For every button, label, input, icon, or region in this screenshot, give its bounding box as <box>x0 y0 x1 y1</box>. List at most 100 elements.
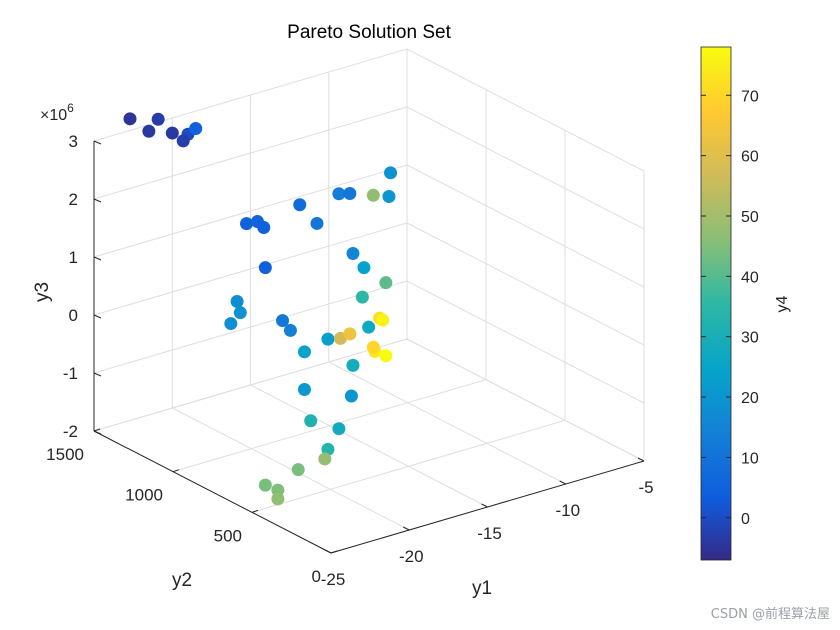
colorbar-tick-label: 20 <box>741 390 759 407</box>
grid-line <box>93 280 408 374</box>
y-axis-label: y2 <box>172 570 192 591</box>
colorbar-tick-label: 50 <box>741 209 759 226</box>
chart-title: Pareto Solution Set <box>287 22 451 43</box>
grid-lines <box>93 48 645 554</box>
grid-line <box>93 222 408 316</box>
colorbar-ticks: 0 10 20 30 40 50 60 70 <box>701 88 759 528</box>
scatter-point <box>291 463 305 477</box>
colorbar-tick-label: 0 <box>741 511 750 528</box>
grid-line <box>93 106 408 200</box>
z-tick <box>93 314 102 319</box>
scatter-point <box>382 189 396 203</box>
scatter-point <box>297 383 311 397</box>
z-tick-label: -1 <box>63 364 78 383</box>
scatter-point <box>304 414 318 428</box>
scatter-point <box>379 276 393 290</box>
scatter-point <box>176 134 190 148</box>
scatter-point <box>379 349 393 363</box>
x-tick <box>637 457 645 462</box>
z-tick-label: 3 <box>69 132 78 151</box>
scatter-point <box>332 422 346 436</box>
z-tick <box>93 372 102 377</box>
x-tick-label: -15 <box>477 524 502 543</box>
y-tick-label: 500 <box>214 526 242 545</box>
grid-line <box>93 338 408 432</box>
z-tick-label: -2 <box>63 422 78 441</box>
z-tick <box>93 198 102 203</box>
x-tick <box>324 549 332 554</box>
y-tick-label: 1500 <box>46 445 84 464</box>
z-exponent-power: 6 <box>67 101 74 115</box>
scatter-point <box>297 345 311 359</box>
x-tick-label: -5 <box>638 478 653 497</box>
y-tick-label: 0 <box>312 567 321 586</box>
y-tick <box>330 550 338 554</box>
grid-line <box>406 164 645 288</box>
scatter-point <box>257 220 271 234</box>
z-exponent-base: ×10 <box>40 107 67 124</box>
scatter-point <box>123 112 137 126</box>
scatter-point <box>366 340 380 354</box>
z-tick-label: 0 <box>69 306 78 325</box>
y-tick <box>172 469 180 473</box>
grid-line <box>251 419 566 513</box>
scatter-point <box>310 216 324 230</box>
grid-line <box>328 361 566 485</box>
scatter-point <box>362 320 376 334</box>
x-tick <box>481 503 488 508</box>
grid-line <box>250 384 488 508</box>
scatter-point <box>357 261 371 275</box>
grid-line <box>406 106 645 230</box>
colorbar-tick-label: 40 <box>741 269 759 286</box>
scatter-point <box>346 246 360 260</box>
scatter-point <box>233 306 247 320</box>
scatter-point <box>366 188 380 202</box>
scatter-point <box>343 327 357 341</box>
scatter-point <box>258 261 272 275</box>
y-tick <box>251 509 259 513</box>
colorbar-tick-label: 70 <box>741 88 759 105</box>
x-tick-label: -20 <box>399 547 424 566</box>
scatter-point <box>384 166 398 180</box>
scatter-point <box>321 332 335 346</box>
z-exponent-label: ×106 <box>40 101 74 124</box>
y-tick-label: 1000 <box>125 486 163 505</box>
scatter-point <box>142 124 156 138</box>
scatter-point <box>240 217 254 231</box>
colorbar-tick-label: 30 <box>741 330 759 347</box>
scatter-point <box>376 313 390 327</box>
scatter-point <box>332 187 346 201</box>
grid-line <box>172 379 487 473</box>
z-tick-label: 1 <box>69 248 78 267</box>
scatter-points <box>123 112 398 506</box>
scatter-point <box>343 186 357 200</box>
y-tick <box>93 428 101 432</box>
axes <box>93 140 645 554</box>
scatter-point <box>189 122 203 135</box>
grid-line <box>93 164 408 258</box>
watermark: CSDN @前程算法屋 <box>710 607 830 622</box>
x-tick-label: -10 <box>555 501 580 520</box>
scatter-point <box>346 358 360 372</box>
scatter-point <box>271 492 285 506</box>
scatter-point <box>344 389 358 403</box>
scatter-point <box>283 323 297 337</box>
grid-line <box>172 407 410 531</box>
colorbar <box>700 46 732 561</box>
x-tick-label: -25 <box>321 570 346 589</box>
grid-line <box>406 222 645 346</box>
colorbar-tick-label: 10 <box>741 450 759 467</box>
scatter-point <box>224 317 238 331</box>
grid-line <box>406 48 645 172</box>
scatter-point <box>355 290 369 304</box>
scatter-point <box>230 294 244 308</box>
scatter-point <box>258 478 272 492</box>
scatter-point <box>151 112 165 126</box>
scatter-point <box>293 198 307 212</box>
grid-line <box>406 280 645 404</box>
x-tick <box>403 526 410 531</box>
y-axis-line <box>93 430 332 554</box>
z-axis-label: y3 <box>32 282 53 302</box>
